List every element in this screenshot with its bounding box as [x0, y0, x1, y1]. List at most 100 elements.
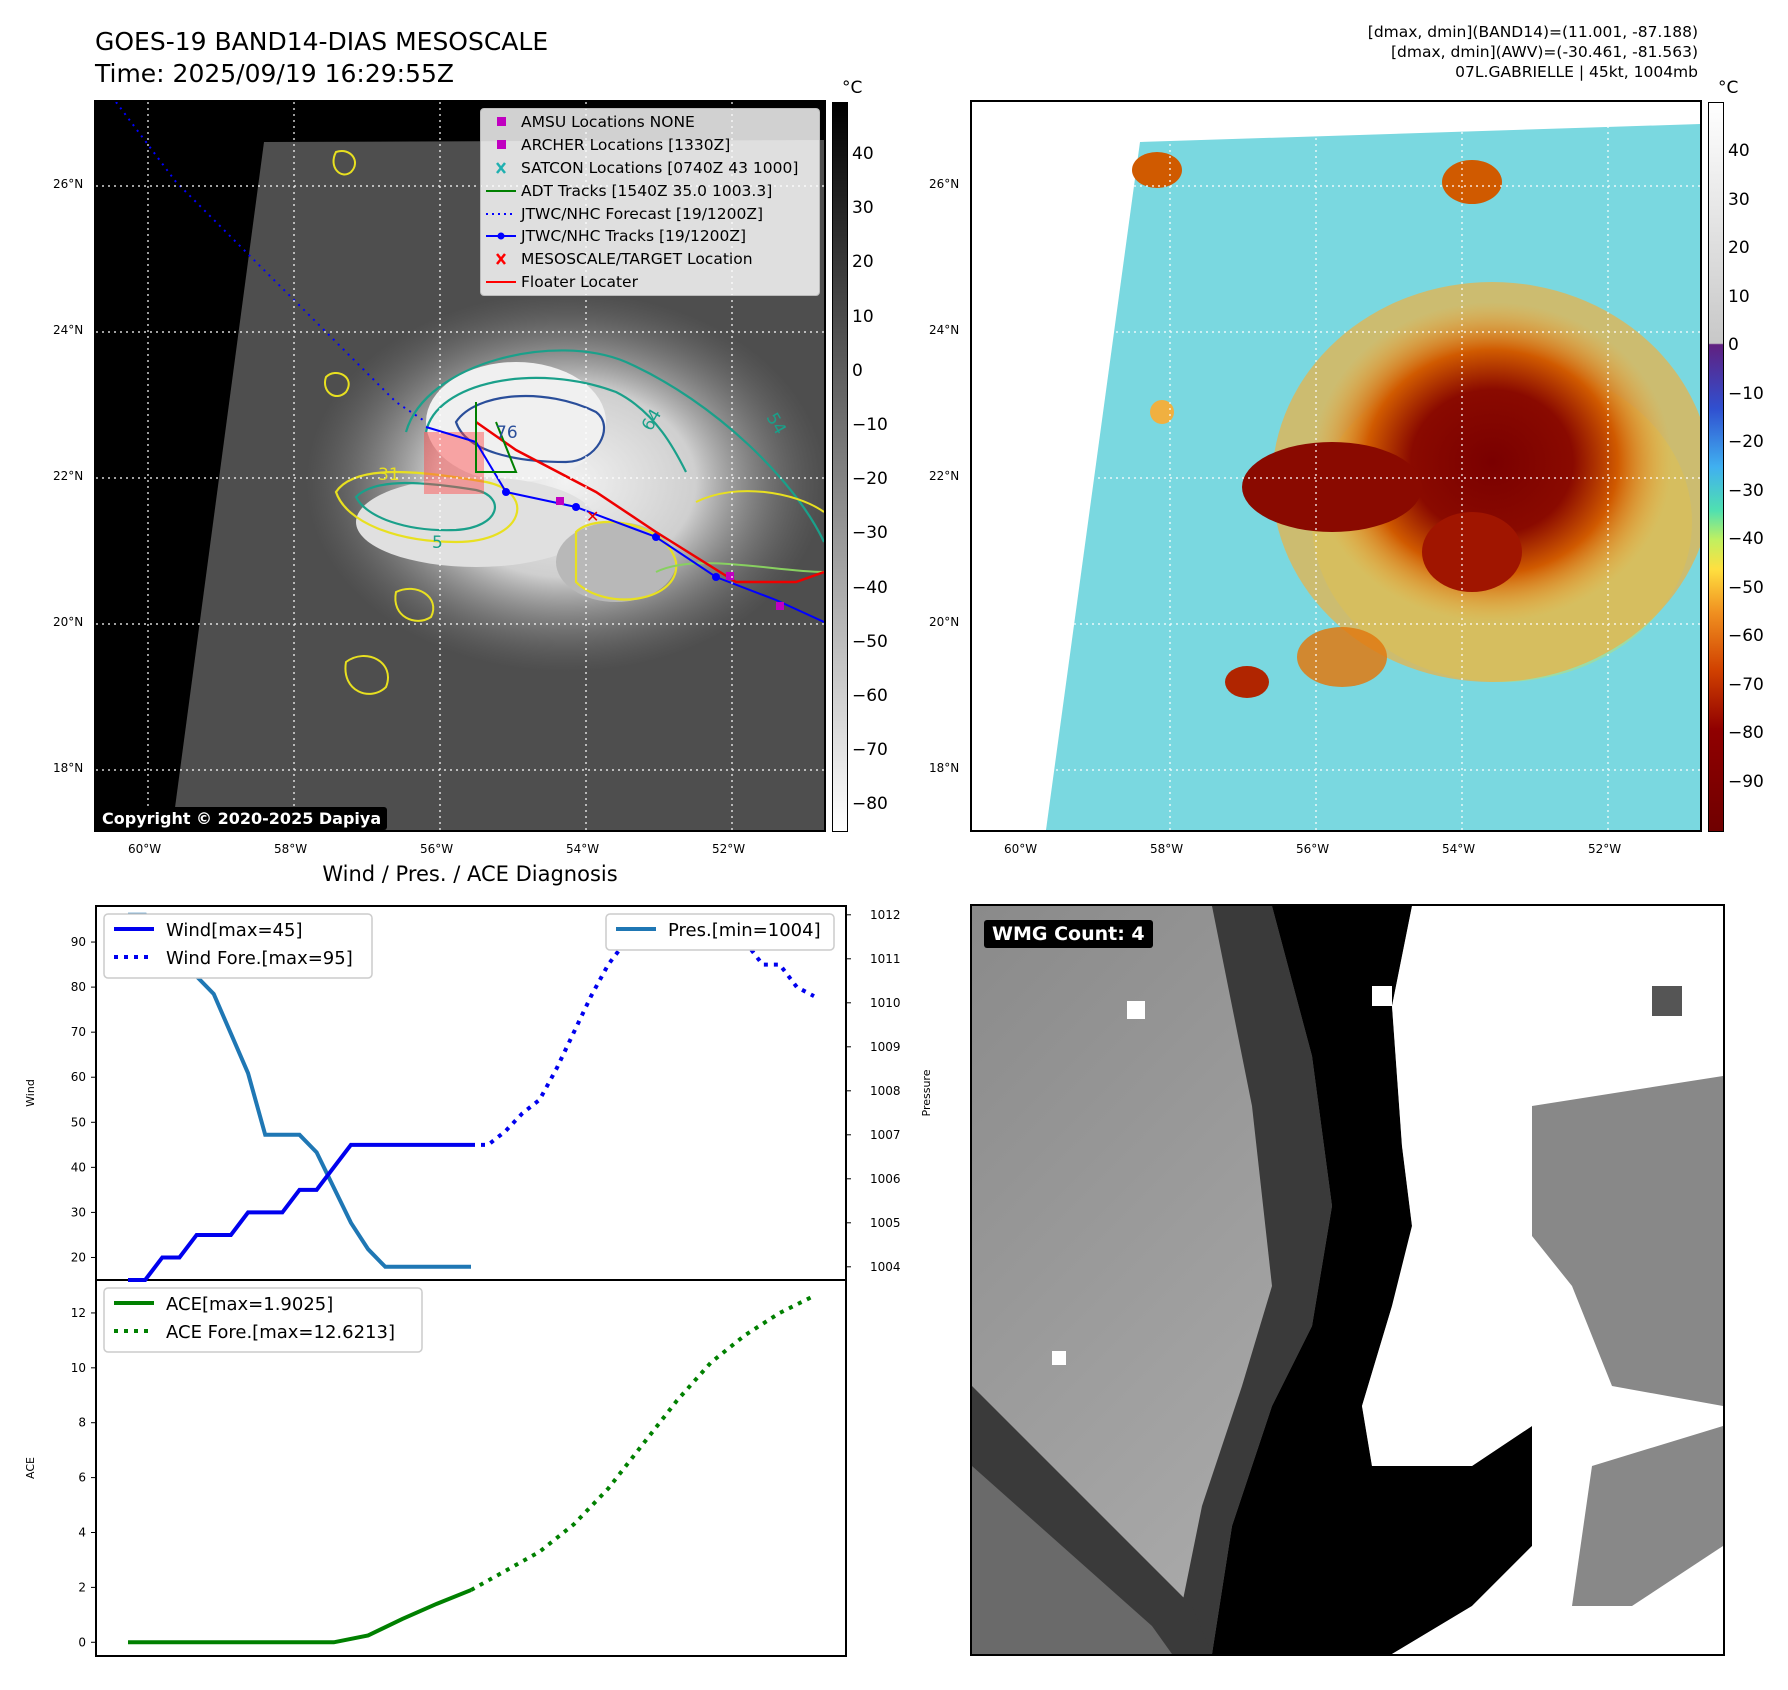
copyright-label: Copyright © 2020-2025 Dapiya [96, 807, 388, 830]
diagnosis-title: Wind / Pres. / ACE Diagnosis [322, 862, 618, 886]
ace-line [128, 1588, 472, 1645]
colorbar-tick-label: −10 [1728, 383, 1764, 404]
pressure-y-tick-label: 1009 [870, 1040, 901, 1054]
colorbar-tick-label: −70 [852, 740, 888, 761]
colorbar-tick-label: 40 [1728, 141, 1750, 161]
colorbar-tick-label: −30 [852, 523, 888, 544]
pressure-y-tick-label: 1005 [870, 1216, 901, 1230]
legend-symbol-icon [481, 253, 521, 265]
legend-label: JTWC/NHC Forecast [19/1200Z] [521, 204, 764, 223]
wind-legend-label: Wind Fore.[max=95] [166, 948, 353, 969]
lon-label: 60°W [1004, 842, 1038, 856]
title-line2: Time: 2025/09/19 16:29:55Z [95, 59, 454, 88]
colorbar-tick-label: −60 [1728, 626, 1764, 646]
ace-y-tick-label: 10 [71, 1361, 86, 1375]
contour-label: 31 [378, 465, 400, 485]
wind-y-tick-label: 60 [71, 1070, 86, 1084]
svg-text:✕: ✕ [586, 507, 599, 526]
lat-label: 22°N [929, 469, 960, 483]
ace-forecast-line [470, 1294, 815, 1592]
gray-colorbar [832, 102, 848, 832]
colorbar-tick-label: 40 [852, 144, 874, 164]
ace-y-tick-label: 2 [78, 1580, 86, 1594]
lat-label: 24°N [929, 323, 960, 337]
wind-axis-label: Wind [24, 1079, 37, 1107]
info-line2: [dmax, dmin](AWV)=(-30.461, -81.563) [1391, 43, 1698, 61]
wmg-image [972, 906, 1723, 1654]
legend-symbol-icon [481, 230, 521, 242]
lat-label: 26°N [53, 177, 84, 191]
legend-symbol-icon [481, 139, 521, 151]
lon-label: 56°W [420, 842, 454, 856]
legend-item: ARCHER Locations [1330Z] [481, 134, 819, 157]
legend-symbol-icon [481, 185, 521, 197]
pressure-axis-label: Pressure [920, 1069, 933, 1116]
legend-label: ARCHER Locations [1330Z] [521, 136, 731, 155]
colorbar-tick-label: 20 [852, 252, 874, 273]
pressure-y-tick-label: 1008 [870, 1084, 901, 1098]
ace-legend-label: ACE[max=1.9025] [166, 1294, 333, 1315]
legend-label: JTWC/NHC Tracks [19/1200Z] [521, 227, 747, 246]
lon-label: 52°W [712, 842, 746, 856]
legend-item: ADT Tracks [1540Z 35.0 1003.3] [481, 179, 819, 202]
diagnosis-chart: 2030405060708090100410051006100710081009… [24, 905, 933, 1657]
legend-item: JTWC/NHC Forecast [19/1200Z] [481, 202, 819, 225]
pressure-y-tick-label: 1012 [870, 908, 901, 922]
colorbar-tick-label: 0 [1728, 335, 1739, 355]
colorbar-tick-label: 10 [1728, 286, 1750, 307]
ace-y-tick-label: 12 [71, 1306, 86, 1320]
lon-label: 56°W [1296, 842, 1330, 856]
colorbar-tick-label: −70 [1728, 674, 1764, 695]
lon-label: 54°W [566, 842, 600, 856]
colorbar-tick-label: 10 [852, 306, 874, 327]
contour-label: 76 [496, 423, 518, 443]
colorbar-tick-label: −50 [852, 631, 888, 652]
colorbar-tick-label: −40 [1728, 529, 1764, 549]
lon-label: 60°W [128, 842, 162, 856]
wind-forecast-line [471, 916, 815, 1147]
ace-chart-frame [95, 1279, 847, 1657]
ace-y-tick-label: 6 [78, 1471, 86, 1485]
wind-y-tick-label: 80 [71, 980, 86, 994]
pressure-y-tick-label: 1010 [870, 996, 901, 1010]
wind-line [128, 1142, 471, 1282]
lat-label: 20°N [929, 615, 960, 629]
pressure-y-tick-label: 1007 [870, 1128, 901, 1142]
lat-label: 18°N [53, 761, 84, 775]
legend-item: MESOSCALE/TARGET Location [481, 248, 819, 271]
legend-symbol-icon [481, 162, 521, 174]
wind-y-tick-label: 90 [71, 935, 86, 949]
lat-label: 20°N [53, 615, 84, 629]
colorbar-tick-label: −20 [1728, 432, 1764, 452]
colorbar-tick-label: −20 [852, 469, 888, 490]
figure-title: GOES-19 BAND14-DIAS MESOSCALE Time: 2025… [95, 26, 548, 90]
lon-label: 58°W [274, 842, 308, 856]
legend-label: ADT Tracks [1540Z 35.0 1003.3] [521, 181, 773, 200]
ace-y-tick-label: 8 [78, 1416, 86, 1430]
legend-label: AMSU Locations NONE [521, 113, 695, 132]
legend-label: MESOSCALE/TARGET Location [521, 250, 753, 269]
colorbar-tick-label: −80 [1728, 723, 1764, 743]
lon-label: 54°W [1442, 842, 1476, 856]
colorbar-tick-label: 20 [1728, 238, 1750, 258]
ace-y-tick-label: 4 [78, 1525, 86, 1539]
ace-axis-label: ACE [24, 1457, 37, 1479]
colorbar-tick-label: 0 [852, 360, 863, 381]
colorbar-tick-label: −30 [1728, 480, 1764, 501]
legend-item: Floater Locater [481, 271, 819, 294]
lon-label: 58°W [1150, 842, 1184, 856]
wind-y-tick-label: 30 [71, 1205, 86, 1219]
colorbar-tick-label: −40 [852, 577, 888, 598]
ace-legend-label: ACE Fore.[max=12.6213] [166, 1322, 395, 1343]
lat-label: 26°N [929, 177, 960, 191]
legend-symbol-icon [481, 276, 521, 288]
colorbar-tick-label: 30 [1728, 189, 1750, 210]
wmg-count-badge: WMG Count: 4 [984, 920, 1153, 948]
wind-y-tick-label: 50 [71, 1115, 86, 1129]
gray-colorbar-unit: °C [842, 78, 863, 98]
colorbar-tick-label: −50 [1728, 577, 1764, 598]
wind-y-tick-label: 40 [71, 1160, 86, 1174]
title-line1: GOES-19 BAND14-DIAS MESOSCALE [95, 27, 549, 56]
info-line3: 07L.GABRIELLE | 45kt, 1004mb [1455, 63, 1698, 81]
colorbar-tick-label: −90 [1728, 771, 1764, 792]
